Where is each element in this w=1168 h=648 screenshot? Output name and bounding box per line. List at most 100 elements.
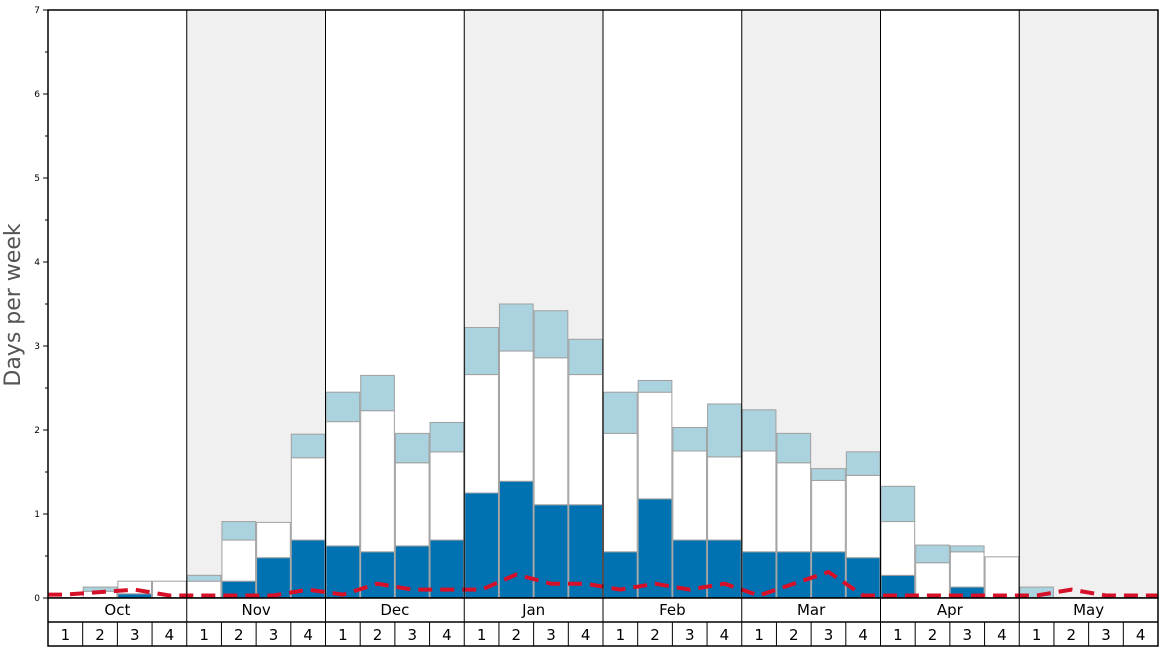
bar-middle-22 — [776, 462, 812, 553]
week-label-jan-2: 2 — [512, 626, 522, 644]
bar-middle-23 — [811, 479, 846, 553]
week-label-feb-4: 4 — [720, 626, 730, 644]
bar-dark-10 — [360, 551, 395, 599]
week-label-mar-1: 1 — [754, 626, 764, 644]
bar-light-17 — [603, 391, 638, 434]
week-label-feb-2: 2 — [650, 626, 660, 644]
bar-light-13 — [464, 327, 499, 376]
bar-dark-18 — [637, 498, 673, 599]
month-label-may: May — [1073, 601, 1104, 619]
bar-middle-14 — [498, 350, 534, 482]
bar-middle-12 — [429, 451, 465, 541]
bar-light-6 — [221, 521, 257, 541]
y-tick-label-6: 6 — [34, 90, 40, 100]
bar-middle-25 — [880, 521, 916, 576]
bar-light-22 — [776, 432, 812, 464]
bar-middle-16 — [568, 374, 603, 506]
bar-middle-27 — [949, 551, 985, 588]
bar-middle-21 — [741, 450, 777, 553]
y-tick-label-0: 0 — [34, 594, 40, 604]
week-label-dec-4: 4 — [442, 626, 452, 644]
bar-middle-20 — [707, 456, 742, 541]
bar-dark-24 — [845, 557, 881, 599]
bar-middle-11 — [394, 462, 430, 547]
week-label-mar-2: 2 — [789, 626, 799, 644]
week-label-nov-2: 2 — [234, 626, 244, 644]
bar-light-23 — [811, 468, 846, 481]
bar-middle-19 — [672, 450, 708, 541]
month-label-nov: Nov — [241, 601, 270, 619]
bar-light-18 — [637, 379, 673, 393]
bar-middle-26 — [915, 562, 950, 599]
y-tick-label-7: 7 — [34, 6, 40, 16]
y-axis-label: Days per week — [1, 223, 26, 386]
bar-light-12 — [429, 421, 465, 453]
month-label-apr: Apr — [937, 601, 964, 619]
bar-light-16 — [568, 338, 603, 376]
week-label-oct-4: 4 — [165, 626, 175, 644]
bar-light-5 — [186, 574, 222, 582]
bar-middle-17 — [603, 432, 638, 553]
bar-light-10 — [360, 374, 395, 412]
y-tick-label-5: 5 — [34, 174, 40, 184]
week-label-apr-2: 2 — [928, 626, 938, 644]
y-tick-label-4: 4 — [34, 258, 40, 268]
week-label-nov-3: 3 — [269, 626, 279, 644]
bar-dark-7 — [256, 557, 291, 599]
bar-middle-15 — [533, 357, 569, 506]
week-label-jan-4: 4 — [581, 626, 591, 644]
x-axis: Oct 1 2 3 4 Nov 1 2 3 4 Dec 1 2 3 4 Jan 1 2 3 4 Feb 1 2 3 4 Mar 1 2… — [47, 10, 1159, 647]
bar-light-24 — [845, 451, 881, 476]
week-label-jan-3: 3 — [546, 626, 556, 644]
week-label-nov-4: 4 — [303, 626, 313, 644]
bar-middle-18 — [637, 391, 673, 500]
bar-light-11 — [394, 432, 430, 464]
week-label-feb-3: 3 — [685, 626, 695, 644]
month-label-dec: Dec — [380, 601, 409, 619]
bar-light-25 — [880, 485, 916, 523]
bar-dark-14 — [498, 480, 534, 599]
week-label-oct-3: 3 — [130, 626, 140, 644]
bar-middle-8 — [290, 457, 326, 541]
week-label-jan-1: 1 — [477, 626, 487, 644]
week-label-dec-2: 2 — [373, 626, 383, 644]
bar-dark-13 — [464, 492, 499, 599]
bar-light-27 — [949, 545, 985, 553]
week-label-mar-4: 4 — [858, 626, 868, 644]
week-label-apr-1: 1 — [893, 626, 903, 644]
bar-light-21 — [741, 409, 777, 452]
month-label-feb: Feb — [659, 601, 686, 619]
bars — [82, 303, 1054, 599]
y-tick-label-3: 3 — [34, 342, 40, 352]
bar-light-15 — [533, 310, 569, 359]
bar-light-20 — [707, 403, 742, 458]
bar-middle-9 — [325, 421, 361, 547]
bar-dark-20 — [707, 539, 742, 599]
month-label-jan: Jan — [521, 601, 545, 619]
bar-light-8 — [290, 433, 326, 459]
week-label-feb-1: 1 — [616, 626, 626, 644]
bar-middle-28 — [984, 556, 1020, 599]
bar-dark-22 — [776, 551, 812, 599]
month-label-mar: Mar — [797, 601, 826, 619]
y-axis: 0 1 2 3 4 5 6 7 — [34, 6, 48, 604]
week-label-dec-3: 3 — [407, 626, 417, 644]
y-tick-label-2: 2 — [34, 426, 40, 436]
week-label-nov-1: 1 — [199, 626, 209, 644]
week-label-apr-4: 4 — [997, 626, 1007, 644]
y-tick-label-1: 1 — [34, 510, 40, 520]
week-label-mar-3: 3 — [824, 626, 834, 644]
bar-middle-7 — [256, 521, 291, 559]
bar-dark-23 — [811, 551, 846, 599]
week-label-may-2: 2 — [1067, 626, 1077, 644]
bar-light-9 — [325, 391, 361, 423]
bar-light-19 — [672, 426, 708, 452]
week-label-oct-1: 1 — [61, 626, 71, 644]
week-label-dec-1: 1 — [338, 626, 348, 644]
month-label-oct: Oct — [104, 601, 130, 619]
month-band-may — [1019, 10, 1158, 598]
week-label-apr-3: 3 — [962, 626, 972, 644]
bar-middle-24 — [845, 474, 881, 559]
bar-middle-6 — [221, 539, 257, 582]
